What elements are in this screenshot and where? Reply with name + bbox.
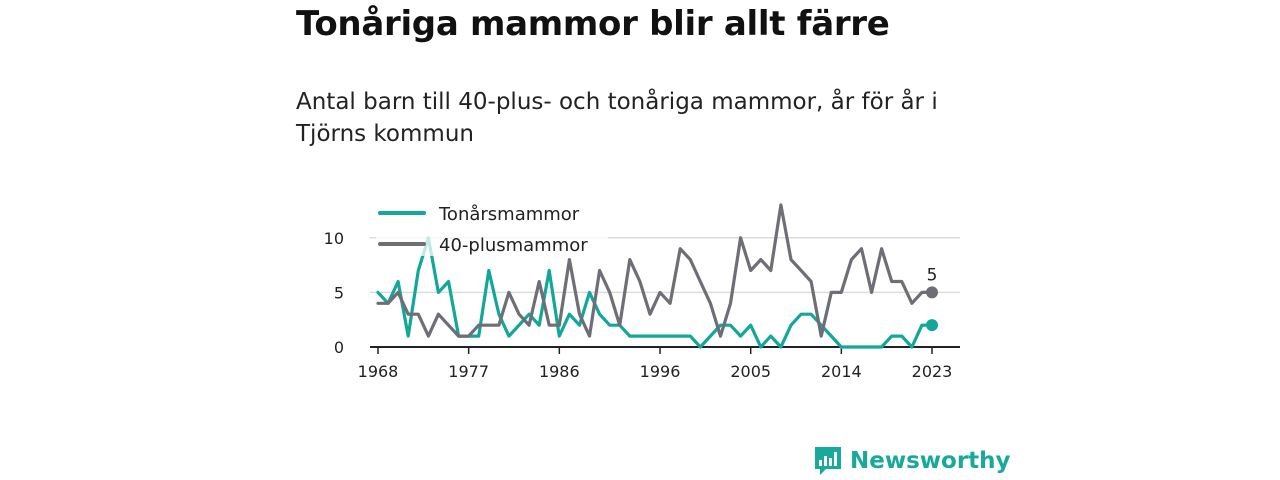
legend: Tonårsmammor 40-plusmammor xyxy=(376,199,608,256)
chart-title: Tonåriga mammor blir allt färre xyxy=(296,4,890,44)
x-tick-label-1977: 1977 xyxy=(448,362,489,381)
x-tick-label-1968: 1968 xyxy=(358,362,399,381)
y-tick-label-10: 10 xyxy=(324,229,344,248)
end-value-label: 5 xyxy=(927,265,938,285)
end-point-40-plusmammor xyxy=(926,286,938,299)
axes: 0 5 10 1968 1977 1986 1996 2005 2014 2023 xyxy=(324,229,960,381)
brand-name: Newsworthy xyxy=(850,448,1011,474)
y-tick-label-5: 5 xyxy=(334,283,344,302)
legend-label-40-plusmammor: 40-plusmammor xyxy=(439,235,588,256)
x-tick-label-2005: 2005 xyxy=(730,362,771,381)
chart-subtitle: Antal barn till 40-plus- och tonåriga ma… xyxy=(296,89,938,147)
series-line-40-plusmammor xyxy=(376,203,934,338)
series-lines: 5 xyxy=(376,203,938,349)
end-point-tonarsmammor xyxy=(926,319,938,332)
newsworthy-logo: Newsworthy xyxy=(814,446,1011,476)
x-tick-label-2023: 2023 xyxy=(912,362,953,381)
legend-label-tonarsmammor: Tonårsmammor xyxy=(438,204,580,225)
x-tick-label-1986: 1986 xyxy=(539,362,580,381)
x-tick-label-1996: 1996 xyxy=(640,362,681,381)
y-tick-label-0: 0 xyxy=(334,338,344,357)
newsworthy-logo-icon xyxy=(815,447,841,475)
x-tick-label-2014: 2014 xyxy=(821,362,862,381)
